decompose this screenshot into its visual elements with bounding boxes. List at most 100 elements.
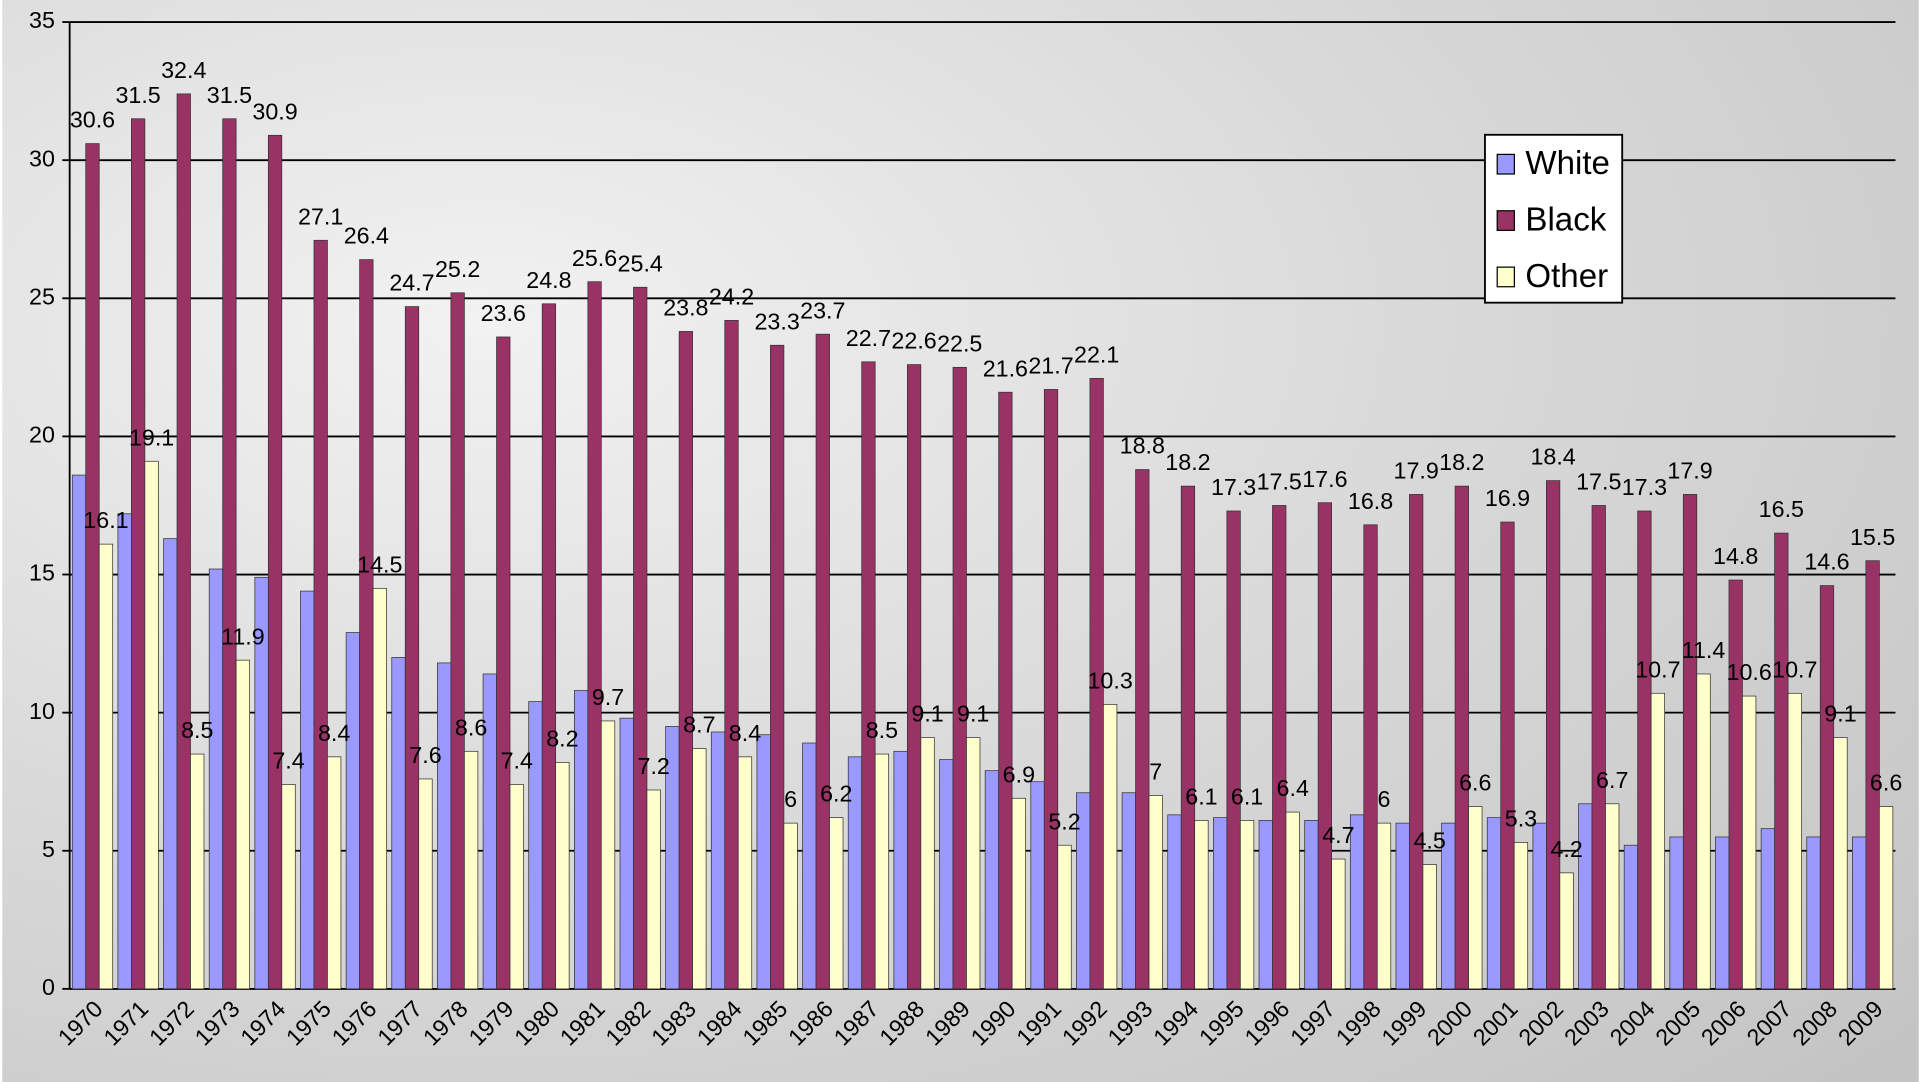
bar (1180, 485, 1196, 990)
bar (861, 361, 876, 990)
bar (85, 143, 100, 990)
data-label: 17.6 (1302, 466, 1347, 492)
data-label: 30.9 (252, 98, 297, 124)
bar (756, 734, 771, 990)
bar (1409, 494, 1424, 990)
y-tick-label: 0 (42, 974, 55, 1000)
legend-swatch (1496, 210, 1515, 231)
y-tick-label: 20 (29, 422, 55, 448)
bar (998, 391, 1013, 990)
bar (1239, 820, 1255, 990)
bar (1103, 703, 1118, 990)
bar (692, 748, 707, 990)
bar (1194, 820, 1209, 990)
data-label: 24.7 (389, 270, 434, 296)
bar (984, 770, 1000, 990)
data-label: 24.8 (526, 267, 571, 293)
data-label: 9.7 (592, 684, 624, 710)
data-label: 27.1 (298, 203, 343, 229)
bar (509, 784, 524, 990)
bar (1422, 864, 1437, 990)
data-label: 5.3 (1505, 806, 1537, 832)
bar (815, 333, 830, 990)
bar (327, 756, 342, 990)
bar (1148, 795, 1163, 990)
bar (1591, 505, 1606, 990)
bar (1806, 836, 1821, 990)
bar (1331, 858, 1346, 990)
y-tick-label: 5 (42, 836, 55, 862)
data-label: 9.1 (911, 701, 943, 727)
bar (1532, 822, 1547, 990)
data-label: 14.5 (357, 551, 402, 577)
data-label: 18.8 (1120, 433, 1165, 459)
data-label: 6 (784, 786, 797, 812)
data-label: 8.5 (866, 717, 898, 743)
bar (1559, 872, 1574, 990)
bar (404, 306, 420, 990)
bar (1605, 803, 1620, 990)
data-label: 32.4 (161, 57, 206, 83)
bar (1623, 844, 1639, 990)
bar (966, 737, 981, 990)
bar (893, 750, 908, 990)
bar (1030, 781, 1045, 990)
data-label: 21.6 (983, 355, 1028, 381)
data-label: 10.3 (1087, 667, 1132, 693)
y-tick-label: 35 (29, 7, 55, 33)
bar (1715, 836, 1730, 990)
data-label: 15.5 (1850, 524, 1895, 550)
data-label: 17.3 (1211, 474, 1256, 500)
data-label: 4.2 (1550, 836, 1582, 862)
data-label: 25.6 (572, 245, 617, 271)
data-label: 17.5 (1257, 469, 1302, 495)
data-label: 7.6 (409, 742, 441, 768)
bar (1272, 505, 1287, 990)
bar (528, 701, 543, 990)
bar (783, 822, 798, 990)
data-label: 16.9 (1485, 485, 1530, 511)
y-tick-label: 25 (29, 283, 55, 309)
data-label: 9.1 (1824, 701, 1856, 727)
bar (1057, 844, 1072, 990)
data-label: 6.6 (1459, 770, 1491, 796)
data-label: 31.5 (207, 82, 252, 108)
bar (418, 778, 433, 990)
bar (1304, 820, 1319, 990)
data-label: 6.1 (1185, 783, 1217, 809)
data-label: 6.9 (1003, 761, 1035, 787)
bar (235, 659, 251, 990)
bar (98, 543, 114, 990)
bar (920, 737, 935, 990)
bar (1167, 814, 1182, 990)
bar (372, 587, 387, 990)
bar (1121, 792, 1136, 990)
bar (1760, 828, 1775, 990)
data-label: 25.4 (618, 250, 663, 276)
data-label: 17.3 (1622, 474, 1667, 500)
data-label: 16.1 (83, 507, 128, 533)
bar (1833, 737, 1848, 990)
legend-label: Black (1525, 202, 1606, 239)
data-label: 8.6 (455, 714, 487, 740)
data-label: 7.4 (272, 748, 304, 774)
data-label: 31.5 (115, 82, 160, 108)
data-label: 4.5 (1413, 828, 1445, 854)
bar (939, 759, 954, 990)
data-label: 8.4 (729, 720, 761, 746)
bar (1213, 817, 1228, 990)
bar (1650, 692, 1665, 990)
bar (267, 134, 283, 990)
bar (144, 460, 159, 990)
data-label: 10.6 (1727, 659, 1772, 685)
bar (71, 474, 87, 990)
data-label: 6 (1378, 786, 1391, 812)
bar (555, 761, 570, 990)
data-label: 23.7 (800, 297, 845, 323)
data-label: 7.4 (501, 748, 533, 774)
data-label: 23.6 (481, 300, 526, 326)
data-label: 16.8 (1348, 488, 1393, 514)
data-label: 6.4 (1277, 775, 1309, 801)
data-label: 22.1 (1074, 341, 1119, 367)
data-label: 6.1 (1231, 783, 1263, 809)
